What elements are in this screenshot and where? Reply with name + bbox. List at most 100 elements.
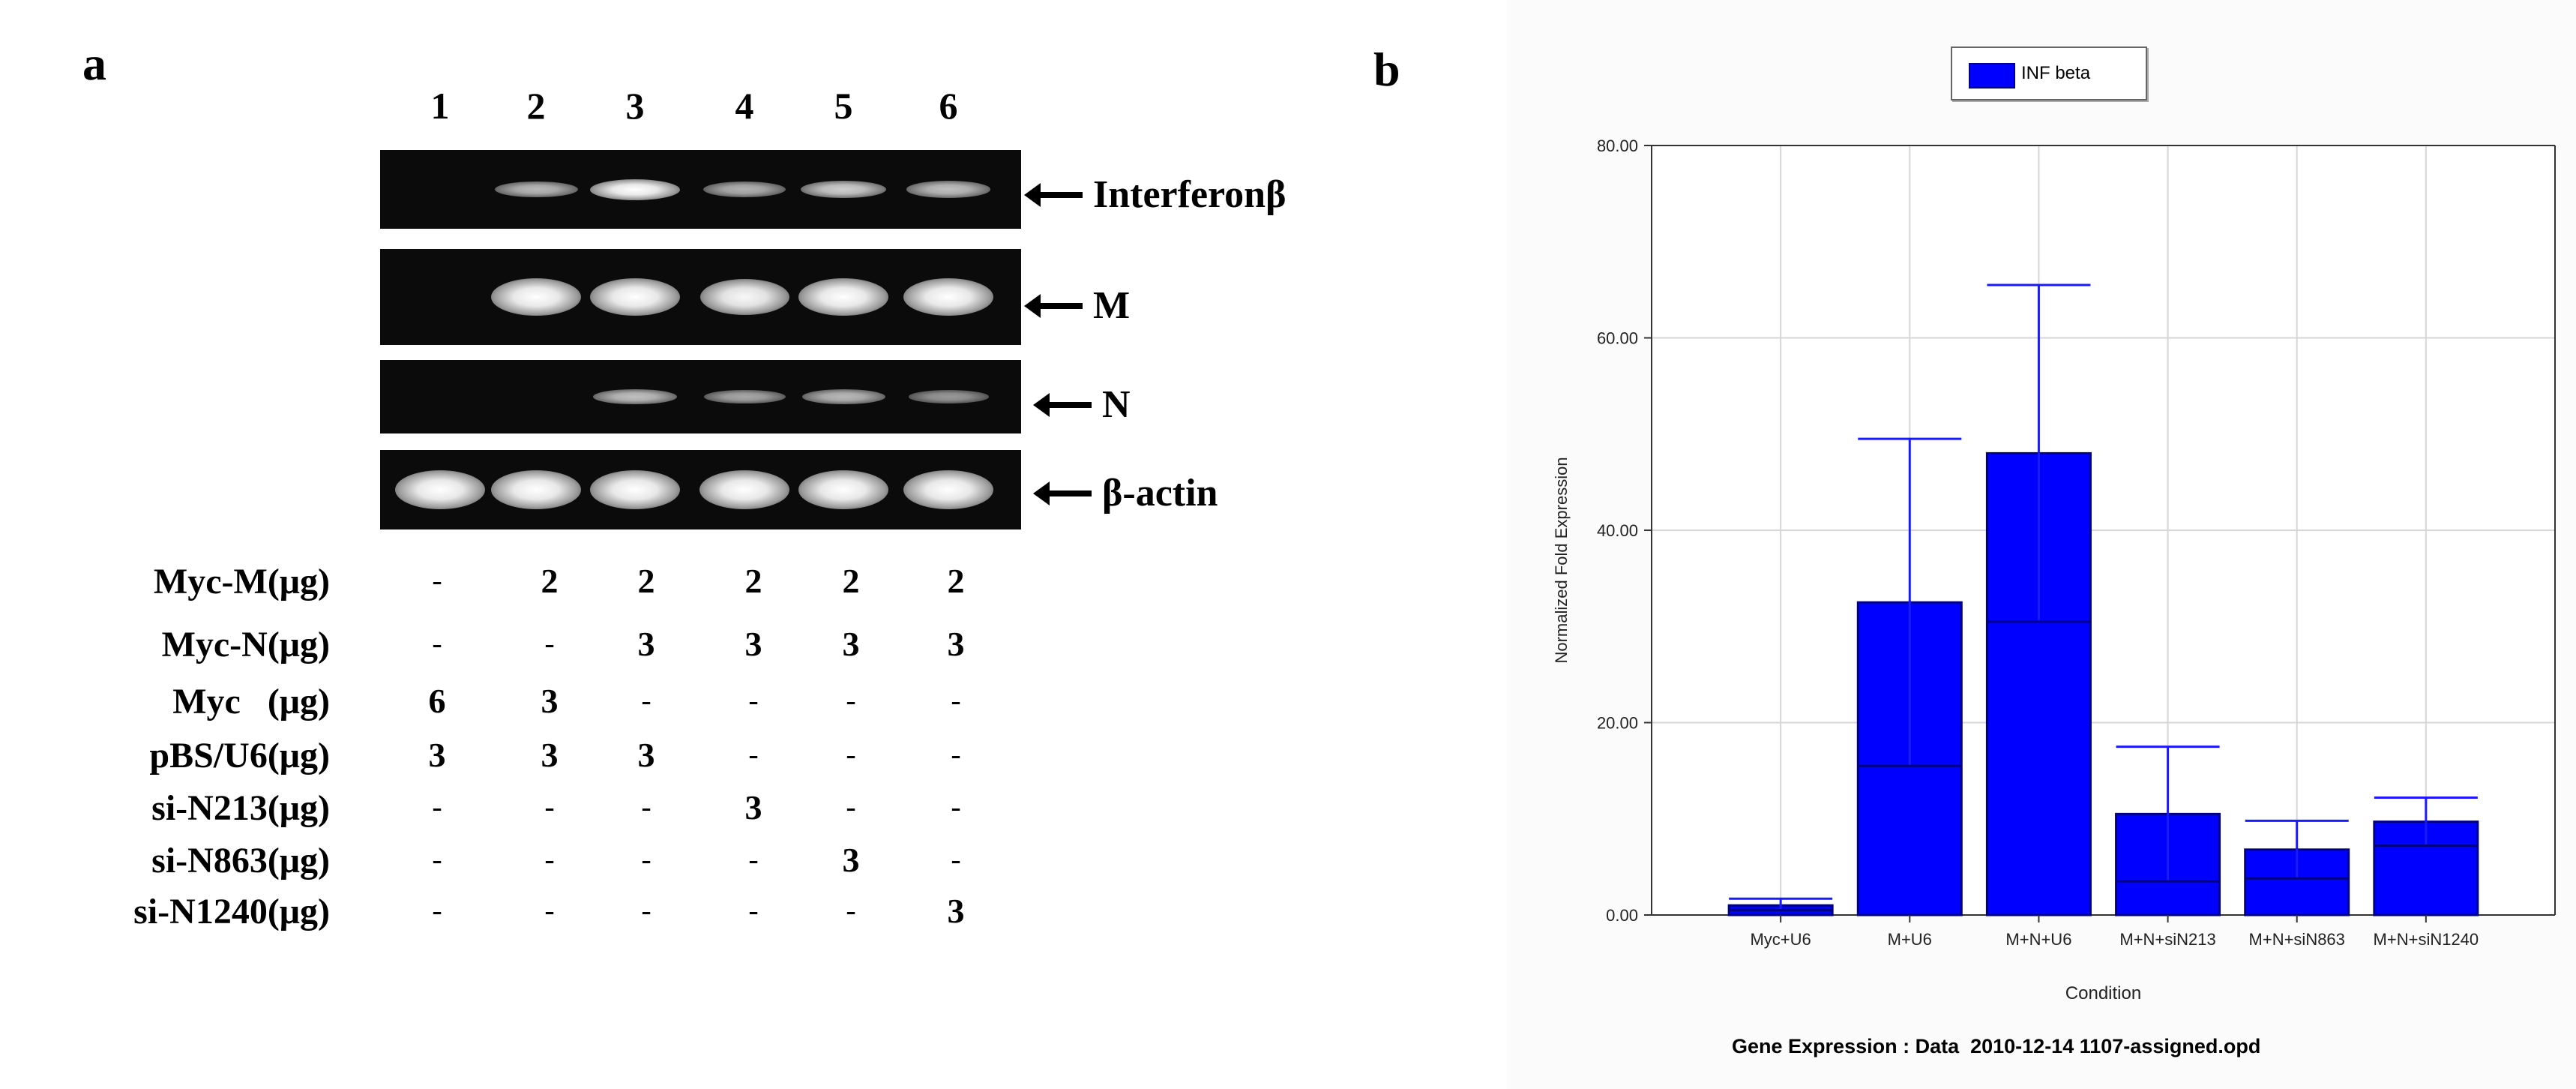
gel-band bbox=[491, 470, 581, 509]
condition-cell: - bbox=[846, 683, 856, 717]
panel-a-letter: a bbox=[82, 37, 106, 90]
condition-cell: - bbox=[432, 893, 442, 927]
condition-cell: - bbox=[951, 842, 961, 876]
condition-cell: 3 bbox=[842, 841, 860, 879]
gel-strip bbox=[380, 249, 1021, 345]
gel-band bbox=[590, 278, 680, 316]
legend-label: INF beta bbox=[2021, 63, 2091, 83]
gel-band bbox=[908, 390, 989, 404]
panel-b-letter: b bbox=[1373, 43, 1400, 96]
condition-cell: - bbox=[544, 626, 555, 660]
chart-footer: Gene Expression : Data 2010-12-14 1107-a… bbox=[1732, 1035, 2261, 1058]
condition-cell: - bbox=[846, 737, 856, 771]
gel-band bbox=[798, 278, 888, 316]
y-tick-label: 20.00 bbox=[1597, 714, 1638, 733]
condition-cell: - bbox=[641, 790, 651, 824]
gel-band bbox=[494, 181, 578, 198]
gel-band bbox=[699, 278, 789, 316]
gel-band bbox=[590, 470, 680, 509]
condition-cell: - bbox=[748, 683, 759, 717]
condition-cell: - bbox=[641, 842, 651, 876]
gel-band bbox=[395, 470, 485, 509]
gel-strip bbox=[380, 360, 1021, 434]
condition-cell: - bbox=[748, 893, 759, 927]
gel-label-text: β-actin bbox=[1102, 472, 1218, 514]
gel-band bbox=[801, 180, 886, 199]
condition-cell: 3 bbox=[541, 736, 559, 774]
gel-label: Interferonβ bbox=[1024, 172, 1287, 217]
condition-cell: 3 bbox=[428, 736, 446, 774]
lane-number: 2 bbox=[526, 85, 546, 127]
x-tick-label: M+N+U6 bbox=[2005, 930, 2071, 949]
condition-cell: - bbox=[846, 893, 856, 927]
condition-cell: - bbox=[951, 737, 961, 771]
lane-number: 5 bbox=[834, 85, 853, 127]
gel-label: N bbox=[1033, 382, 1131, 427]
condition-cell: 2 bbox=[947, 562, 965, 600]
gel-strip bbox=[380, 450, 1021, 530]
gel-band bbox=[699, 470, 789, 509]
x-tick-label: Myc+U6 bbox=[1750, 930, 1811, 949]
condition-cell: - bbox=[432, 626, 442, 660]
condition-cell: 2 bbox=[842, 562, 860, 600]
condition-label: si-N1240(μg) bbox=[133, 892, 330, 932]
y-tick-label: 0.00 bbox=[1606, 906, 1638, 925]
x-tick-label: M+N+siN213 bbox=[2119, 930, 2215, 949]
condition-cell: - bbox=[748, 737, 759, 771]
gel-band bbox=[703, 389, 786, 404]
bar-chart: 0.00 20.00 40.00 60.00 80.00 Myc+U6 M+U6 M+N+U6… bbox=[1552, 136, 2556, 1004]
left-arrow-icon bbox=[1033, 392, 1092, 417]
lane-number: 6 bbox=[939, 85, 958, 127]
lane-number: 3 bbox=[625, 85, 645, 127]
y-tick-label: 80.00 bbox=[1597, 136, 1638, 155]
condition-cell: 2 bbox=[637, 562, 655, 600]
condition-cell: - bbox=[432, 563, 442, 597]
x-tick-label: M+N+siN1240 bbox=[2374, 930, 2479, 949]
left-arrow-icon bbox=[1024, 293, 1083, 318]
condition-label: si-N863(μg) bbox=[151, 841, 330, 880]
y-tick-label: 60.00 bbox=[1597, 329, 1638, 348]
gel-label: β-actin bbox=[1033, 471, 1218, 515]
legend-swatch bbox=[1969, 63, 2015, 88]
gel-band bbox=[491, 278, 581, 316]
gel-strip bbox=[380, 150, 1021, 229]
condition-cell: - bbox=[951, 790, 961, 824]
condition-cell: 3 bbox=[541, 682, 559, 720]
condition-cell: - bbox=[432, 790, 442, 824]
x-axis-label: Condition bbox=[2065, 983, 2141, 1004]
y-tick-label: 40.00 bbox=[1597, 521, 1638, 540]
condition-label: si-N213(μg) bbox=[151, 788, 330, 828]
condition-cell: 3 bbox=[744, 625, 762, 663]
gel-band bbox=[798, 470, 888, 509]
condition-cell: - bbox=[846, 790, 856, 824]
condition-cell: - bbox=[951, 683, 961, 717]
condition-cell: 3 bbox=[842, 625, 860, 663]
condition-cell: - bbox=[748, 842, 759, 876]
condition-label: Myc-N(μg) bbox=[161, 625, 330, 664]
condition-label: Myc (μg) bbox=[172, 682, 330, 722]
condition-cell: 3 bbox=[637, 736, 655, 774]
y-axis-label: Normalized Fold Expression bbox=[1552, 457, 1571, 663]
x-tick-label: M+N+siN863 bbox=[2249, 930, 2345, 949]
condition-cell: 2 bbox=[541, 562, 559, 600]
gel-band bbox=[593, 388, 677, 405]
condition-cell: - bbox=[544, 790, 555, 824]
condition-cell: - bbox=[432, 842, 442, 876]
gel-band bbox=[903, 278, 993, 316]
condition-cell: 2 bbox=[744, 562, 762, 600]
gel-band bbox=[801, 388, 885, 405]
condition-cell: 6 bbox=[428, 682, 446, 720]
condition-cell: 3 bbox=[637, 625, 655, 663]
condition-cell: - bbox=[641, 683, 651, 717]
chart-legend: INF beta bbox=[1951, 46, 2147, 100]
gel-band bbox=[703, 182, 786, 197]
gel-band bbox=[906, 181, 990, 198]
condition-label: pBS/U6(μg) bbox=[149, 736, 330, 776]
condition-cell: - bbox=[641, 893, 651, 927]
condition-cell: - bbox=[544, 893, 555, 927]
condition-cell: 3 bbox=[744, 788, 762, 826]
gel-band bbox=[590, 178, 680, 200]
condition-cell: 3 bbox=[947, 625, 965, 663]
gel-band bbox=[903, 470, 993, 509]
x-tick-label: M+U6 bbox=[1888, 930, 1932, 949]
